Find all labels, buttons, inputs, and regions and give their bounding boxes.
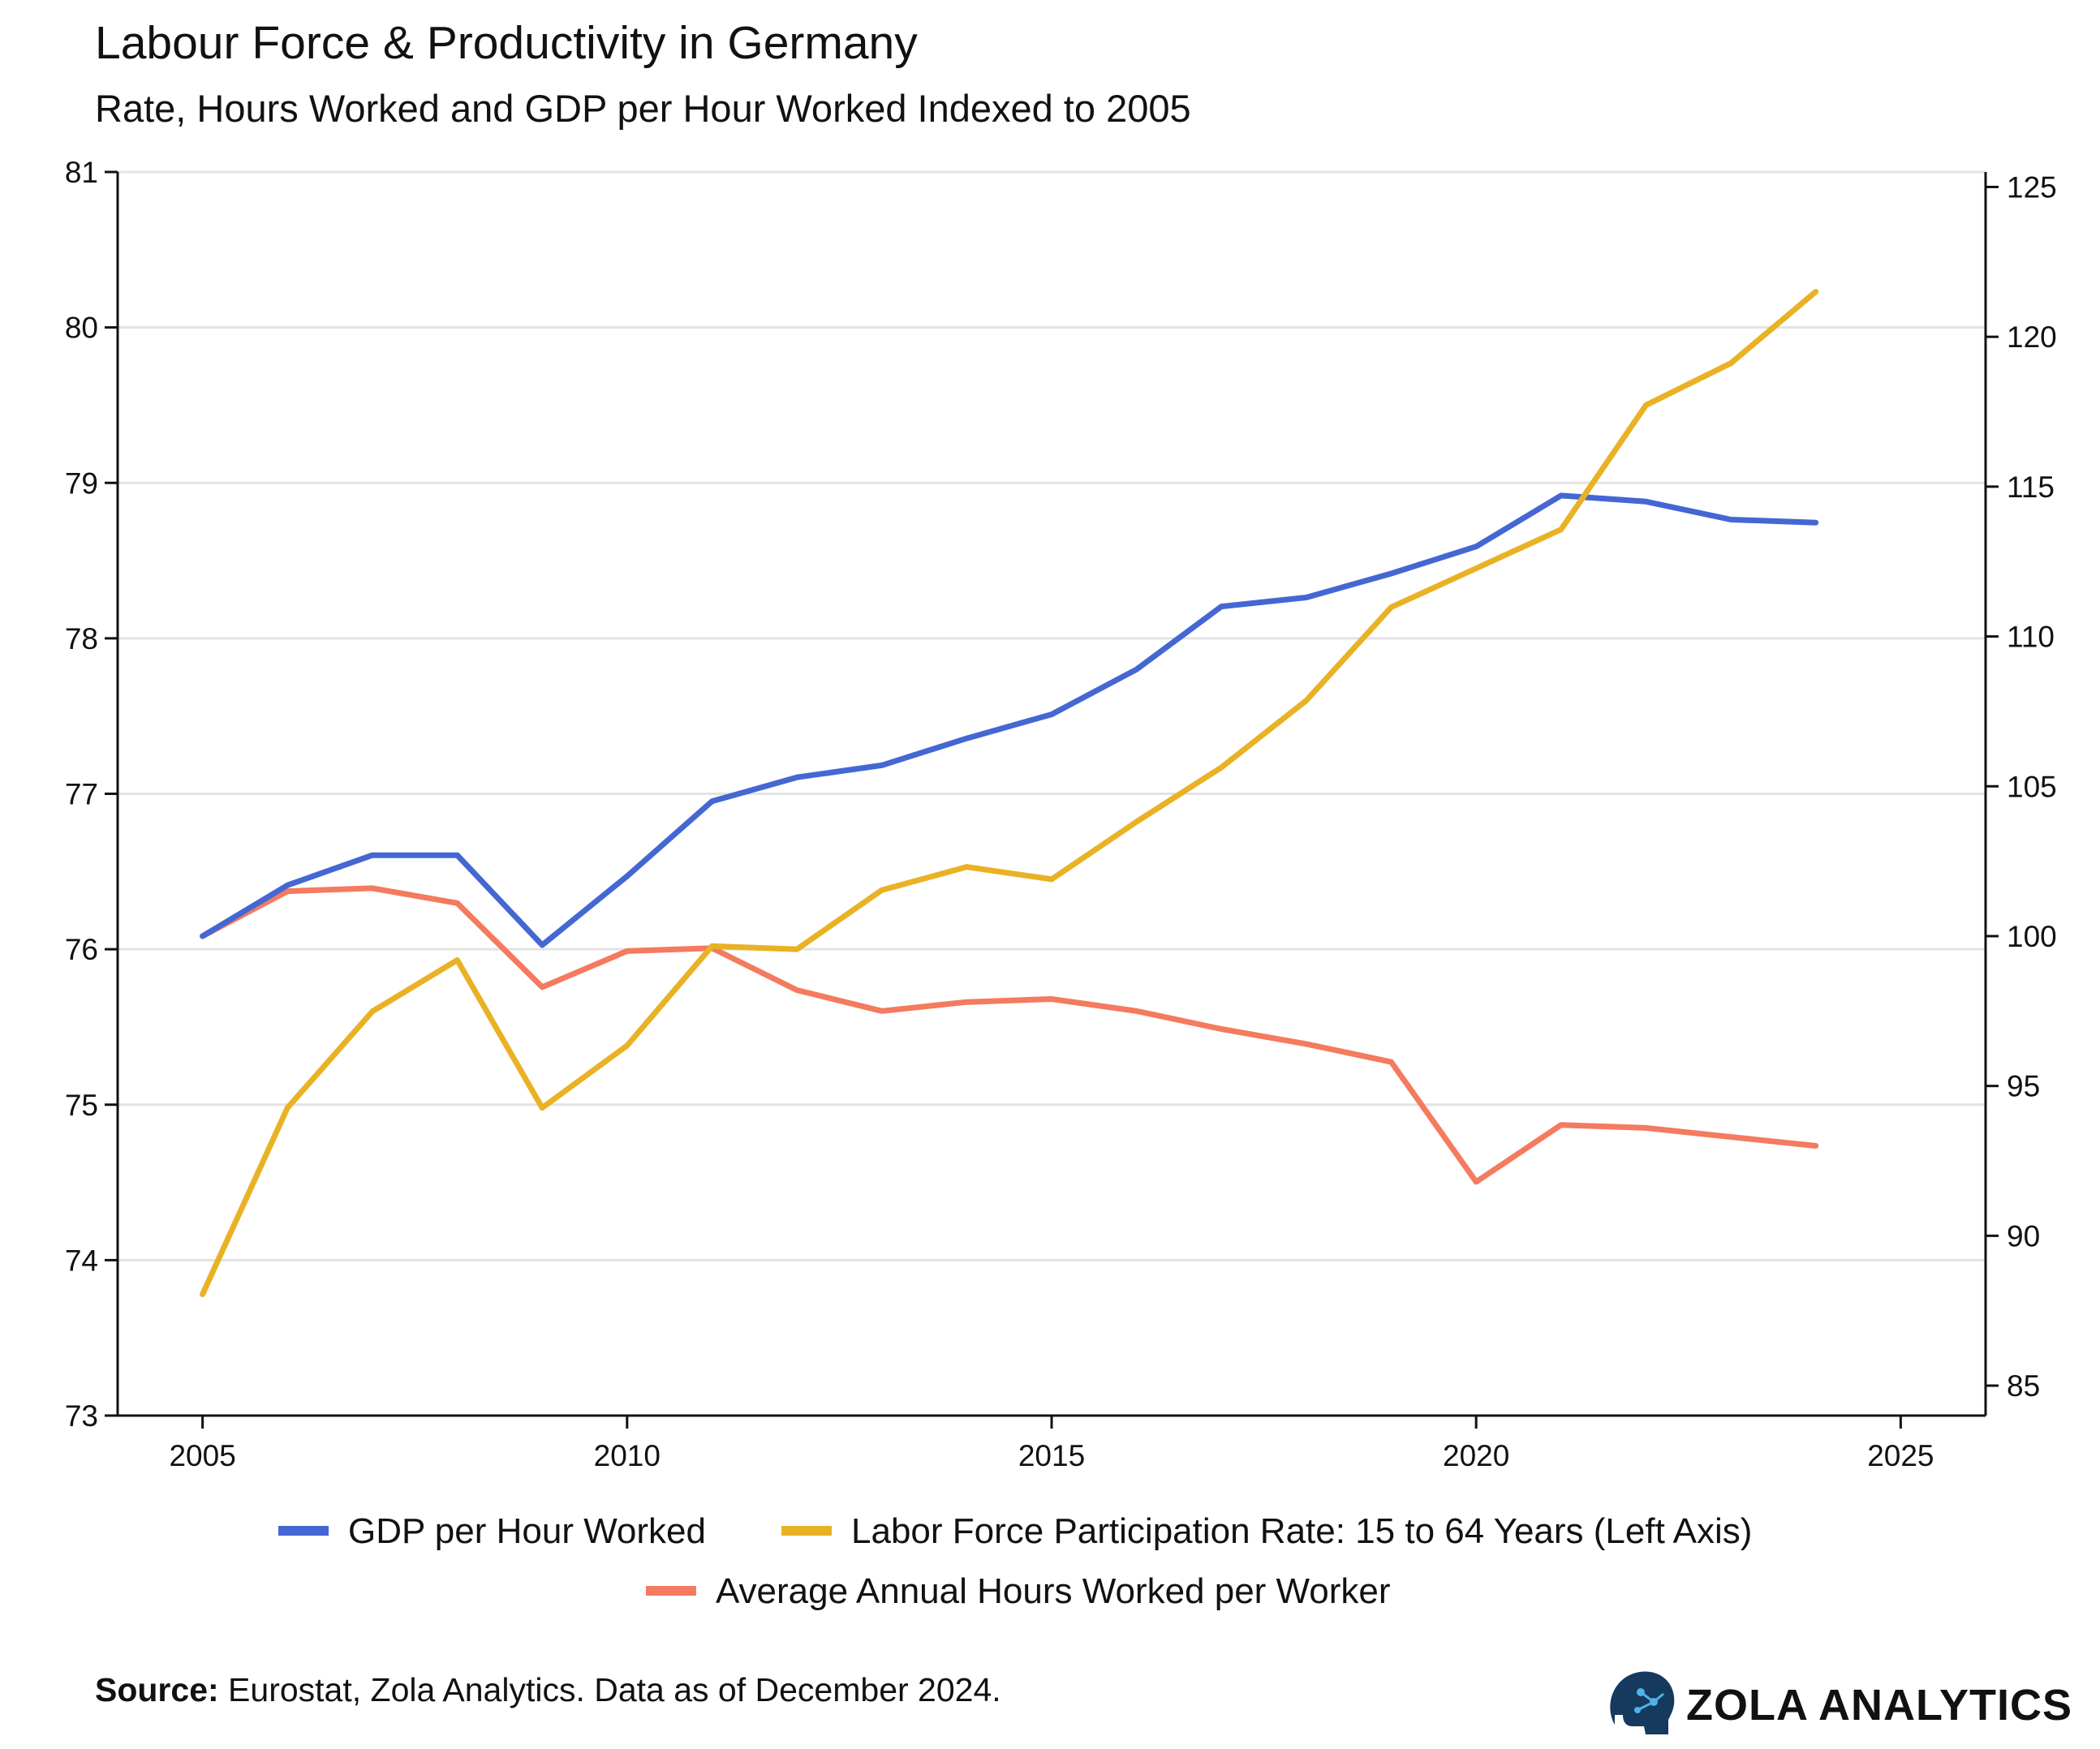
right-y-tick-label: 95 bbox=[2007, 1070, 2040, 1103]
series-lines bbox=[200, 289, 1819, 1297]
right-y-tick-label: 105 bbox=[2007, 770, 2057, 803]
left-y-tick-label: 81 bbox=[65, 156, 98, 189]
ticks: 73 74 75 76 77 78 79 80 81 85 90 95 100 105 110 115 120 1… bbox=[65, 156, 2057, 1472]
left-y-tick-label: 75 bbox=[65, 1089, 98, 1122]
x-tick-label: 2005 bbox=[169, 1439, 235, 1472]
right-y-tick-label: 115 bbox=[2007, 471, 2055, 504]
chart-title: Labour Force & Productivity in Germany bbox=[95, 17, 918, 69]
left-y-tick-label: 80 bbox=[65, 312, 98, 345]
left-y-tick-label: 78 bbox=[65, 622, 98, 655]
series-line-2 bbox=[200, 289, 1819, 1297]
legend: GDP per Hour Worked Labor Force Participa… bbox=[278, 1511, 1752, 1611]
source-text: Eurostat, Zola Analytics. Data as of Dec… bbox=[219, 1671, 1001, 1708]
source-note: Source: Eurostat, Zola Analytics. Data a… bbox=[95, 1671, 1001, 1708]
brand-logo: ZOLA ANALYTICS bbox=[1610, 1671, 2072, 1734]
series-line-1 bbox=[200, 492, 1819, 948]
right-y-tick-label: 120 bbox=[2007, 320, 2057, 354]
legend-label: Average Annual Hours Worked per Worker bbox=[716, 1571, 1391, 1611]
left-y-tick-label: 77 bbox=[65, 778, 98, 811]
right-y-tick-label: 85 bbox=[2007, 1369, 2040, 1403]
chart-subtitle: Rate, Hours Worked and GDP per Hour Work… bbox=[95, 87, 1191, 130]
left-y-tick-label: 76 bbox=[65, 933, 98, 966]
right-y-tick-label: 100 bbox=[2007, 920, 2057, 953]
legend-label: GDP per Hour Worked bbox=[348, 1511, 706, 1551]
right-y-tick-label: 125 bbox=[2007, 170, 2057, 204]
x-tick-label: 2020 bbox=[1443, 1439, 1509, 1472]
x-tick-label: 2010 bbox=[594, 1439, 661, 1472]
legend-label: Labor Force Participation Rate: 15 to 64… bbox=[851, 1511, 1752, 1551]
left-y-tick-label: 79 bbox=[65, 466, 98, 500]
gridlines bbox=[118, 170, 1986, 1261]
left-y-tick-label: 73 bbox=[65, 1399, 98, 1433]
head-circuit-icon bbox=[1610, 1671, 1675, 1734]
x-tick-label: 2015 bbox=[1018, 1439, 1085, 1472]
left-y-tick-label: 74 bbox=[65, 1244, 98, 1277]
brand-name: ZOLA ANALYTICS bbox=[1686, 1681, 2072, 1730]
series-line-3 bbox=[200, 885, 1819, 1185]
x-tick-label: 2025 bbox=[1867, 1439, 1934, 1472]
right-y-tick-label: 110 bbox=[2007, 621, 2055, 654]
source-label: Source: bbox=[95, 1671, 219, 1708]
right-y-tick-label: 90 bbox=[2007, 1219, 2040, 1253]
